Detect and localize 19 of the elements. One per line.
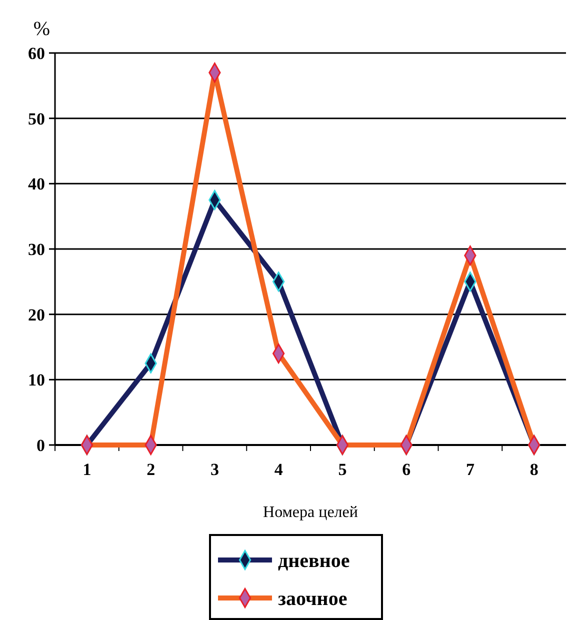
y-tick-label: 60: [28, 44, 45, 63]
y-tick-label: 0: [36, 436, 45, 455]
legend-label: дневное: [278, 550, 350, 572]
x-tick-label: 7: [466, 460, 475, 479]
x-tick-label: 8: [530, 460, 538, 479]
y-tick-label: 30: [28, 240, 45, 259]
x-tick-label: 3: [210, 460, 219, 479]
x-tick-label: 5: [338, 460, 347, 479]
x-axis-title: Номера целей: [263, 504, 358, 521]
y-tick-label: 10: [28, 370, 45, 390]
legend-label: заочное: [278, 588, 348, 610]
x-tick-label: 2: [146, 460, 156, 479]
y-axis-title: %: [33, 18, 50, 40]
x-tick-label: 1: [82, 460, 92, 479]
y-tick-label: 20: [28, 305, 45, 324]
x-tick-label: 6: [402, 460, 411, 479]
x-tick-label: 4: [274, 460, 284, 479]
y-tick-label: 50: [28, 109, 45, 128]
y-tick-label: 40: [28, 174, 45, 194]
